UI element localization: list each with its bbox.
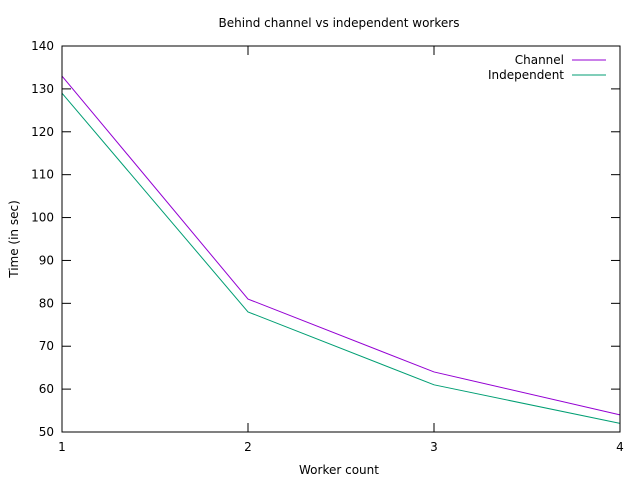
y-tick-label: 120 [31, 125, 54, 139]
x-axis-label: Worker count [299, 463, 379, 477]
y-tick-label: 110 [31, 168, 54, 182]
y-tick-label: 100 [31, 211, 54, 225]
legend-label: Independent [488, 68, 564, 82]
y-tick-label: 130 [31, 82, 54, 96]
x-tick-label: 2 [244, 440, 252, 454]
y-tick-labels: 50 60 70 80 90 100 110 120 130 140 [31, 39, 54, 439]
y-tick-label: 140 [31, 39, 54, 53]
x-tick-labels: 1 2 3 4 [58, 440, 624, 454]
x-tick-label: 3 [430, 440, 438, 454]
y-tick-label: 70 [39, 339, 54, 353]
x-tick-label: 4 [616, 440, 624, 454]
y-tick-label: 80 [39, 296, 54, 310]
series-line-independent [61, 92, 621, 424]
y-tick-label: 90 [39, 253, 54, 267]
x-tick-label: 1 [58, 440, 66, 454]
y-tick-label: 50 [39, 425, 54, 439]
y-tick-label: 60 [39, 382, 54, 396]
y-axis-label: Time (in sec) [7, 200, 21, 279]
legend-label: Channel [515, 53, 564, 67]
plot-border [61, 45, 621, 433]
tick-marks [61, 45, 621, 433]
chart-title: Behind channel vs independent workers [219, 16, 460, 30]
series-line-channel [61, 75, 621, 416]
plot-lines [61, 75, 621, 424]
